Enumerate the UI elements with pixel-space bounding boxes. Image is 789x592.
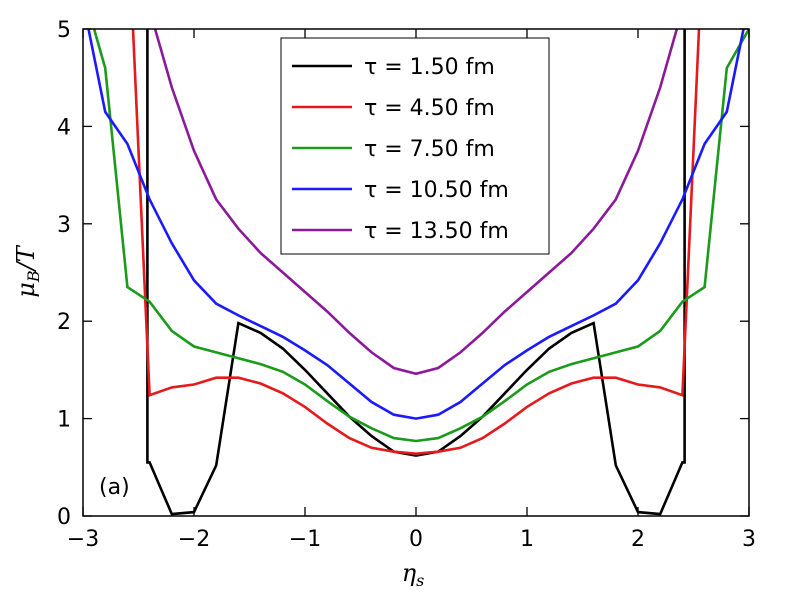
x-tick-label: 3 (742, 527, 756, 552)
series-line-1 (131, 29, 701, 456)
x-tick-label: −2 (178, 527, 210, 552)
legend-items: τ = 1.50 fm τ = 4.50 fm τ = 7.50 fm τ = 10.… (292, 55, 509, 244)
series-line-3 (87, 29, 745, 420)
x-tick-label: 2 (631, 527, 645, 552)
legend-label-1: τ = 4.50 fm (364, 96, 495, 121)
ticks-layer: −3 −2 −1 0 1 2 3 0 1 2 3 4 5 (57, 18, 756, 552)
y-axis-label: μB/T (12, 244, 43, 297)
legend-label-2: τ = 7.50 fm (364, 137, 495, 162)
y-tick-label: 0 (57, 505, 71, 530)
legend-label-3: τ = 10.50 fm (364, 178, 509, 203)
y-tick-label: 3 (57, 213, 71, 238)
series-line-2 (92, 29, 749, 443)
panel-label: (a) (99, 475, 130, 500)
y-tick-label: 5 (57, 18, 71, 43)
legend: τ = 1.50 fm τ = 4.50 fm τ = 7.50 fm τ = 10.… (280, 37, 550, 255)
x-tick-label: 1 (520, 527, 534, 552)
y-tick-label: 1 (57, 408, 71, 433)
x-axis-label: ηs (402, 559, 425, 590)
x-tick-label: 0 (409, 527, 423, 552)
series-line-0 (146, 29, 686, 516)
x-tick-label: −1 (289, 527, 321, 552)
legend-label-0: τ = 1.50 fm (364, 55, 495, 80)
legend-box (280, 37, 550, 255)
series-layer (87, 29, 749, 516)
legend-label-4: τ = 13.50 fm (364, 219, 509, 244)
y-tick-label: 4 (57, 115, 71, 140)
x-tick-label: −3 (67, 527, 99, 552)
y-tick-label: 2 (57, 310, 71, 335)
series-line-4 (153, 29, 679, 376)
plot-frame (82, 28, 750, 517)
